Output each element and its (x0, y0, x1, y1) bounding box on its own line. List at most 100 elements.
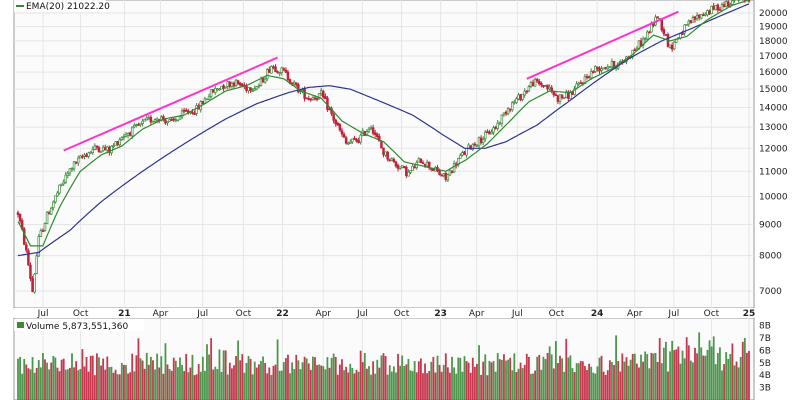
candle-body (679, 33, 682, 39)
volume-bar (731, 343, 734, 400)
candle-body (141, 120, 144, 124)
candle-body (504, 111, 508, 115)
volume-bar (330, 357, 333, 400)
candle-body (442, 173, 445, 176)
volume-bar (48, 369, 51, 400)
volume-bar (133, 371, 136, 400)
candle-body (272, 66, 275, 69)
candle-body (461, 152, 464, 156)
volume-bar (162, 373, 165, 400)
volume-bar (345, 366, 348, 400)
candle-body (184, 109, 188, 112)
candle-body (467, 144, 470, 149)
volume-bar (274, 364, 277, 400)
volume-bar (270, 374, 273, 400)
candle-body (444, 172, 448, 180)
volume-bar (305, 358, 308, 400)
volume-bar (158, 367, 161, 400)
candle-body (286, 71, 290, 80)
volume-bar (266, 373, 269, 400)
volume-bar (509, 357, 512, 400)
candle-body (579, 82, 583, 84)
volume-bar (276, 339, 279, 400)
volume-bar (135, 355, 138, 400)
volume-bar (496, 353, 499, 400)
volume-bar (156, 353, 159, 400)
trendline (526, 10, 679, 80)
volume-bar (189, 367, 192, 400)
candle-body (502, 112, 506, 115)
volume-bar (114, 369, 117, 400)
candle-body (124, 134, 128, 137)
volume-bar (432, 356, 435, 400)
volume-bar (243, 372, 246, 400)
candle-body (571, 91, 574, 95)
candle-body (270, 66, 273, 74)
candle-body (153, 119, 157, 122)
candle-body (546, 84, 549, 90)
volume-bar (50, 362, 53, 400)
candle-body (205, 98, 209, 101)
volume-bar (139, 358, 142, 400)
volume-bar (476, 363, 478, 400)
candle-body (459, 154, 462, 159)
price-tick-label: 18000 (759, 37, 788, 47)
volume-bar (125, 365, 127, 400)
candle-body (417, 158, 421, 163)
volume-bar (569, 355, 572, 400)
candle-body (251, 90, 254, 92)
candle-body (145, 117, 149, 121)
price-tick-label: 11000 (759, 167, 788, 177)
candle-body (562, 97, 566, 99)
volume-bar (648, 368, 651, 400)
volume-bar (64, 369, 67, 400)
candle-body (494, 126, 497, 129)
volume-bar (480, 374, 483, 400)
volume-bar (592, 372, 595, 400)
volume-bar (154, 369, 156, 400)
candle-body (440, 174, 443, 177)
candle-body (74, 161, 78, 164)
candle-body (421, 162, 425, 164)
volume-bar (650, 352, 653, 400)
candle-body (691, 17, 695, 23)
volume-bar (318, 364, 321, 400)
candle-body (232, 82, 236, 87)
candle-body (359, 134, 362, 143)
candle-body (724, 1, 728, 7)
volume-bar (197, 364, 200, 400)
price-tick-label: 10000 (759, 193, 788, 203)
candle-body (639, 40, 643, 47)
candle-body (600, 68, 603, 71)
volume-bar (679, 363, 682, 400)
volume-bar (741, 341, 744, 400)
candle-body (714, 5, 718, 11)
candle-body (693, 16, 697, 20)
volume-bar (619, 371, 622, 400)
volume-bar (187, 372, 190, 400)
volume-bar (577, 363, 580, 400)
volume-bar (486, 375, 489, 400)
volume-bar (590, 366, 593, 400)
candle-body (241, 83, 244, 87)
volume-bar (368, 366, 370, 400)
candle-body (484, 131, 487, 140)
volume-bar (511, 370, 514, 400)
volume-bar (633, 353, 636, 400)
candle-body (118, 139, 122, 146)
month-tick-label: Apr (315, 309, 331, 319)
candle-body (315, 98, 319, 100)
candle-body (52, 201, 55, 209)
month-tick-label: Jul (196, 309, 208, 319)
candle-body (486, 131, 489, 134)
candle-body (519, 94, 522, 101)
candle-body (500, 114, 504, 124)
volume-bar (561, 358, 563, 400)
year-tick-label: 25 (743, 309, 756, 319)
candle-body (353, 137, 356, 140)
volume-bar (482, 361, 485, 400)
volume-bar (79, 369, 82, 400)
candle-body (247, 87, 250, 92)
candle-body (687, 20, 691, 25)
candle-body (25, 244, 28, 251)
